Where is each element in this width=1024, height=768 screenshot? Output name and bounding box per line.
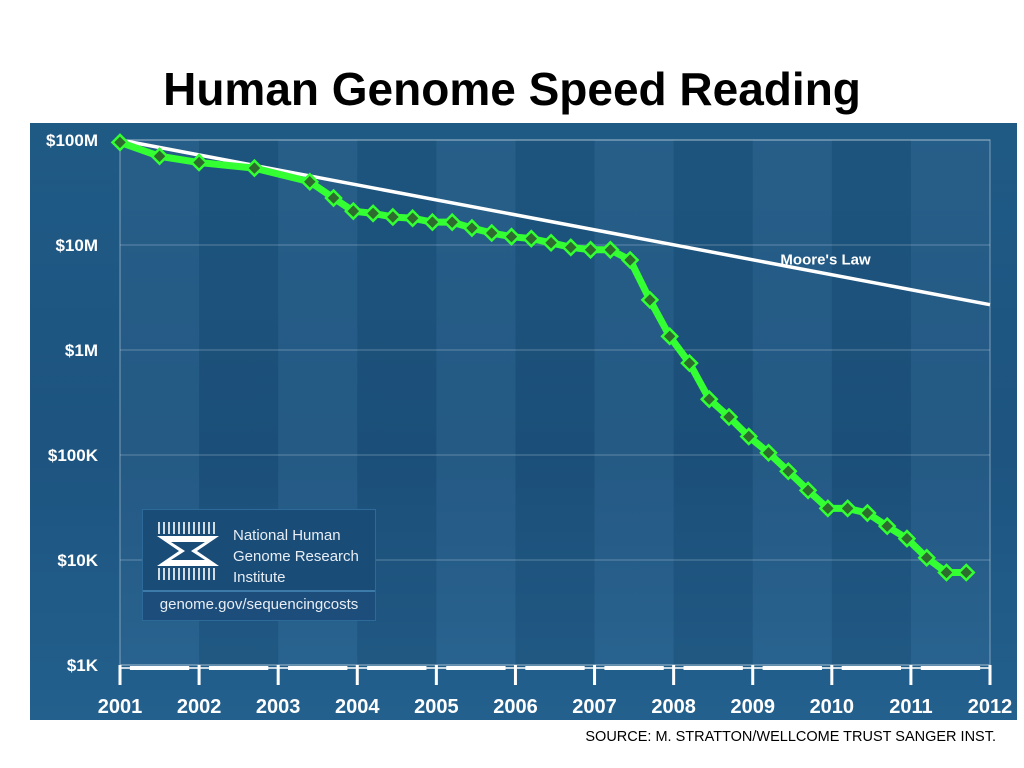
cost-chart: $100M$10M$1M$100K$10K$1K 2001 2002 2003 200…	[46, 131, 1013, 718]
year-band	[753, 140, 832, 665]
x-tick-label: 2002	[177, 696, 222, 718]
year-bands	[199, 140, 990, 665]
cost-data-point	[581, 240, 600, 260]
cost-data-point	[482, 223, 501, 243]
cost-data-point	[660, 327, 679, 346]
cost-data-point	[818, 499, 838, 518]
year-band	[911, 140, 990, 665]
cost-data-point	[344, 201, 363, 221]
cost-data-point	[779, 461, 798, 481]
cost-data-point	[561, 238, 581, 257]
x-tick-label: 2004	[335, 696, 380, 718]
x-tick-label: 2011	[889, 696, 932, 718]
cost-data-point	[798, 481, 818, 500]
cost-data-point	[245, 158, 264, 178]
cost-data-point	[620, 250, 640, 270]
nhgri-logo-panel: National Human Genome Research Institute	[143, 510, 375, 590]
x-tick-label: 2003	[256, 696, 301, 718]
x-tick-label: 2005	[414, 696, 459, 718]
sequencing-cost-series	[110, 133, 976, 582]
y-tick-label: $10M	[55, 236, 98, 255]
cost-data-point	[423, 212, 442, 232]
nhgri-separator	[143, 590, 375, 592]
cost-data-point	[680, 353, 699, 373]
x-tick-label: 2008	[651, 696, 696, 718]
cost-data-point	[917, 548, 936, 568]
y-tick-label: $1M	[65, 341, 98, 360]
source-credit: SOURCE: M. STRATTON/WELLCOME TRUST SANGE…	[585, 729, 996, 745]
cost-data-point	[442, 212, 462, 232]
cost-data-point	[877, 516, 897, 536]
x-tick-label: 2012	[968, 696, 1013, 718]
plot-frame	[119, 139, 991, 666]
cost-data-point	[897, 529, 917, 548]
cost-data-point	[858, 503, 877, 523]
x-axis-segment	[762, 666, 822, 670]
x-axis-segment	[683, 666, 743, 670]
x-axis: 2001 2002 2003 2004 2005 2006 2007 2008 2009 2010…	[98, 665, 1013, 718]
year-band	[595, 140, 674, 665]
x-tick-label: 2009	[730, 696, 775, 718]
cost-data-point	[150, 146, 169, 166]
x-tick-label: 2007	[572, 696, 617, 718]
x-tick-label: 2010	[810, 696, 855, 718]
x-axis-segment	[129, 666, 190, 670]
grid-lines	[119, 139, 991, 666]
cost-data-point	[640, 290, 660, 310]
x-axis-segment	[446, 666, 506, 670]
cost-data-point	[699, 389, 719, 409]
x-axis-segment	[367, 666, 427, 670]
moores-law-label: Moore's Law	[780, 252, 871, 269]
y-tick-label: $100K	[48, 446, 99, 465]
cost-data-point	[300, 172, 320, 192]
x-axis-segment	[841, 666, 902, 670]
nhgri-logo-box: National Human Genome Research Institute…	[142, 509, 376, 621]
y-tick-label: $10K	[57, 551, 98, 570]
cost-data-point	[522, 229, 541, 248]
x-axis-segment	[525, 666, 585, 670]
nhgri-url: genome.gov/sequencingcosts	[159, 596, 359, 613]
cost-data-point	[957, 563, 976, 582]
annotations: Moore's Law	[780, 252, 871, 269]
cost-data-point	[838, 499, 857, 518]
year-band	[831, 140, 911, 665]
x-tick-label: 2006	[493, 696, 538, 718]
y-tick-label: $100M	[46, 131, 98, 150]
slide-title: Human Genome Speed Reading	[163, 63, 861, 115]
y-axis-tick-labels: $100M $10M $1M $100K $10K $1K	[46, 131, 99, 675]
cost-data-point	[601, 240, 620, 260]
cost-data-point	[110, 133, 130, 152]
cost-data-point	[759, 443, 778, 463]
cost-data-point	[739, 427, 759, 446]
nhgri-dna-logo-icon	[157, 522, 219, 580]
x-tick-label: 2001	[98, 696, 143, 718]
cost-data-point	[363, 204, 383, 223]
cost-data-point	[502, 227, 521, 246]
cost-data-point	[403, 208, 422, 228]
cost-data-point	[383, 207, 403, 227]
cost-data-point	[324, 188, 343, 208]
x-axis-segment	[208, 666, 269, 670]
cost-data-point	[462, 218, 482, 238]
nhgri-org-name: National Human Genome Research Institute	[233, 527, 359, 586]
x-axis-segment	[288, 666, 348, 670]
chart-panel: $100M $10M $1M $100K $10K $1K 2001 2002 2003 200…	[30, 123, 1017, 720]
cost-data-point	[719, 407, 739, 427]
cost-data-point	[541, 233, 561, 253]
y-tick-label: $1K	[67, 656, 99, 675]
x-axis-segment	[604, 666, 664, 670]
cost-data-point	[937, 563, 956, 582]
cost-data-point	[189, 153, 209, 172]
x-axis-segment	[920, 666, 981, 670]
